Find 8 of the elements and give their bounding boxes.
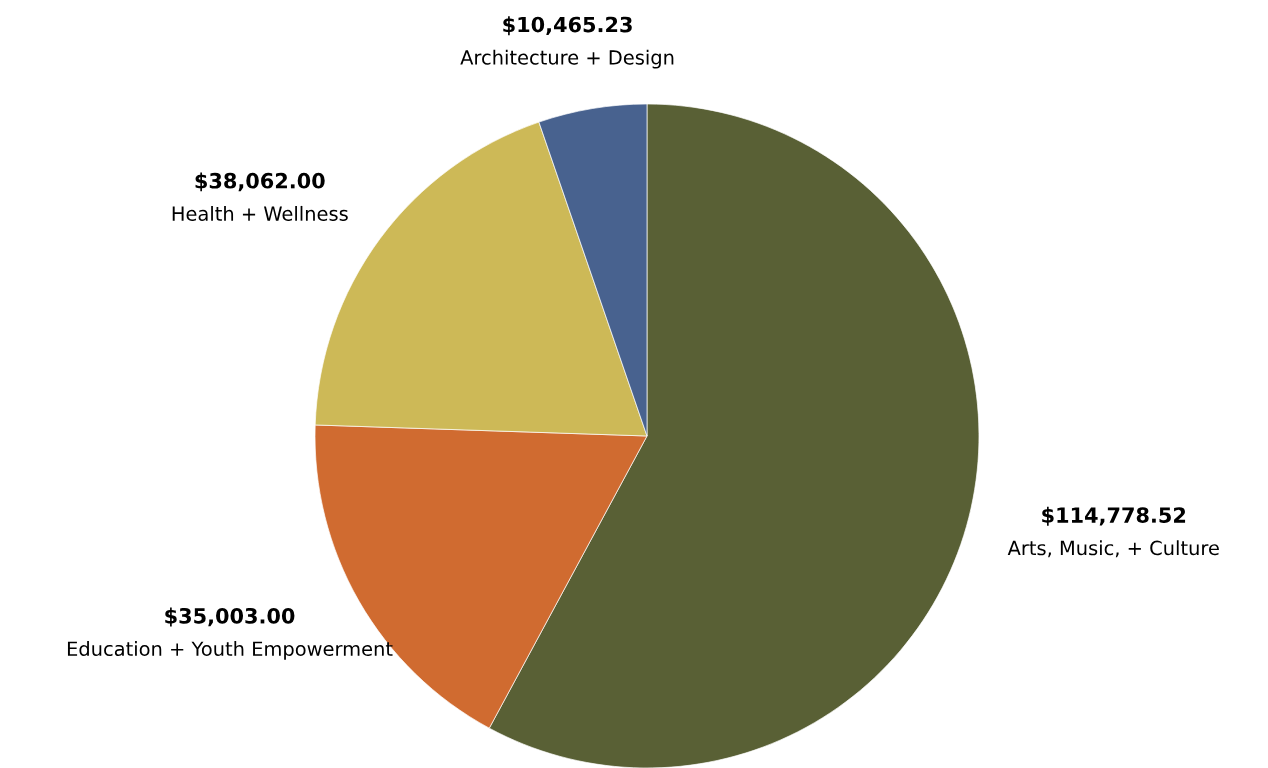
slice-label: Arts, Music, + Culture — [1007, 540, 1219, 558]
slice-label: Architecture + Design — [460, 49, 674, 69]
slice-label: Education + Youth Empowerment — [67, 641, 393, 660]
data-label: $35,003.00 — [165, 607, 295, 627]
data-label: $38,062.00 — [195, 172, 325, 192]
data-label: $10,465.23 — [503, 16, 632, 36]
slice-label: Health + Wellness — [172, 205, 348, 221]
data-label: $114,778.52 — [1042, 506, 1186, 526]
